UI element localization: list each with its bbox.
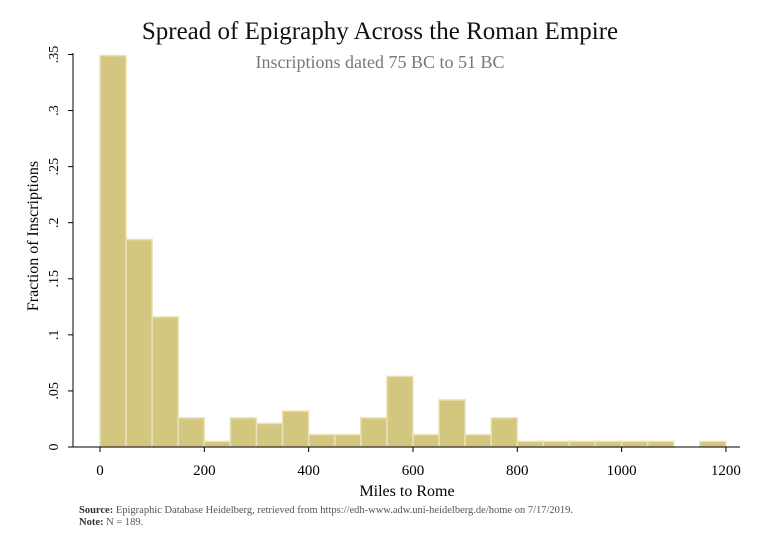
x-tick-label: 400 (297, 463, 320, 479)
chart-subtitle: Inscriptions dated 75 BC to 51 BC (255, 52, 505, 72)
n-note: Note: N = 189. (79, 517, 143, 529)
histogram-bar (464, 433, 492, 448)
histogram-bar (229, 417, 258, 448)
x-tick-label: 0 (96, 463, 104, 479)
histogram-bar (699, 440, 727, 448)
histogram-bar (620, 440, 649, 448)
y-tick-label: 0 (47, 444, 62, 451)
y-tick-label: .15 (47, 270, 62, 288)
histogram-bar (177, 417, 206, 448)
histogram-bar (333, 433, 362, 448)
y-tick-label: .2 (47, 217, 62, 228)
note-label: Note: (79, 517, 104, 528)
histogram-bar (360, 417, 388, 448)
histogram-bar (203, 440, 232, 448)
y-tick-label: .35 (47, 46, 62, 64)
histogram-bar (125, 238, 153, 448)
x-tick-label: 1000 (607, 463, 637, 479)
histogram-bar (594, 440, 623, 448)
y-tick-label: .25 (47, 158, 62, 176)
source-text: Epigraphic Database Heidelberg, retrieve… (115, 505, 574, 516)
source-label: Source: (79, 505, 114, 516)
y-tick-label: .05 (47, 382, 62, 400)
x-tick-label: 800 (506, 463, 529, 479)
histogram-bar (281, 410, 310, 448)
note-text: N = 189. (106, 517, 144, 528)
histogram-bar (542, 440, 571, 448)
histogram-bar (151, 316, 179, 448)
chart-title: Spread of Epigraphy Across the Roman Emp… (141, 18, 619, 45)
histogram-bar (516, 440, 545, 448)
histogram-bar (412, 433, 440, 448)
axes-group: 0 .05 .1 .15 .2 .25 .3 .35 0 200 400 600 800 1000 1200… (25, 46, 741, 500)
x-tick-label: 1200 (711, 463, 741, 479)
x-tick-label: 200 (193, 463, 216, 479)
y-tick-label: .1 (47, 330, 62, 341)
y-axis-label: Fraction of Inscriptions (25, 161, 42, 311)
histogram-bar (307, 433, 336, 448)
histogram-bar (386, 375, 414, 448)
source-note: Source: Epigraphic Database Heidelberg, … (79, 505, 573, 517)
x-tick-label: 600 (402, 463, 425, 479)
y-tick-label: .3 (47, 105, 62, 116)
x-axis-label: Miles to Rome (359, 483, 454, 500)
histogram-bar (646, 440, 675, 448)
histogram-bar (568, 440, 597, 448)
bars-group (99, 54, 727, 448)
histogram-bar (99, 54, 127, 448)
histogram-bar (255, 422, 284, 448)
histogram-bar (438, 399, 466, 448)
histogram-bar (490, 417, 519, 448)
